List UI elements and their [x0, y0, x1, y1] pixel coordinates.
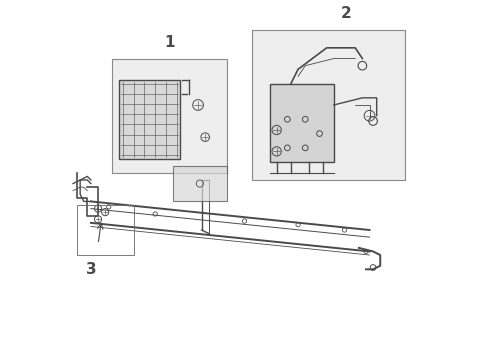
Bar — [112, 59, 226, 173]
Bar — [269, 84, 333, 162]
Text: 1: 1 — [164, 35, 174, 50]
Text: 3: 3 — [85, 262, 96, 277]
Bar — [119, 80, 180, 158]
Bar — [77, 205, 134, 255]
Bar — [173, 166, 226, 202]
Text: 2: 2 — [340, 6, 351, 21]
Bar — [251, 30, 405, 180]
